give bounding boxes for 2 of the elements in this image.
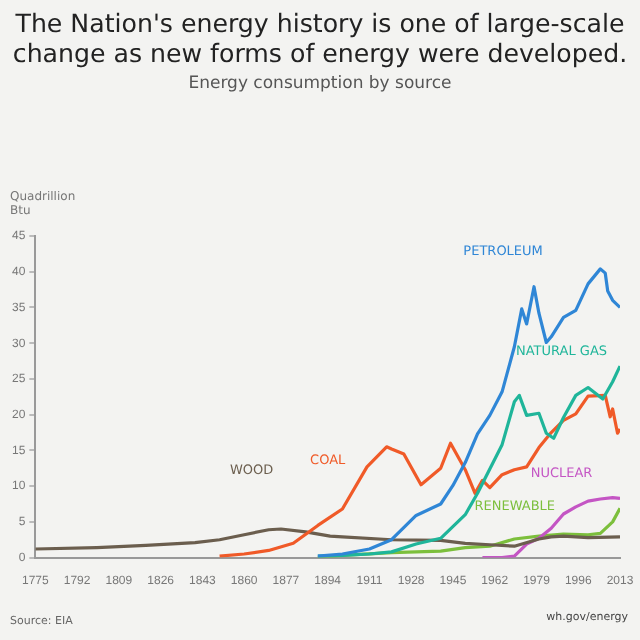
chart-title: The Nation's energy history is one of large-scale change as new forms of energy were developed. (10, 8, 630, 68)
chart-subtitle: Energy consumption by source (186, 74, 454, 94)
